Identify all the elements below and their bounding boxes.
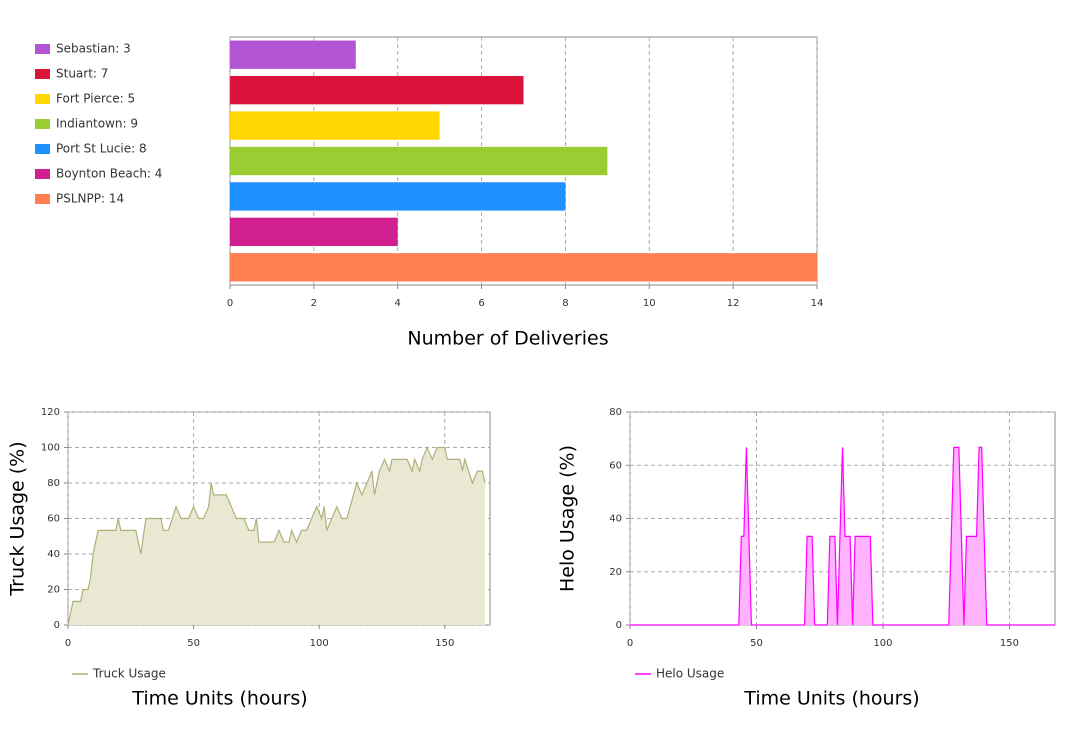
y-tick-label: 60 [47,514,60,525]
y-tick-label: 80 [47,478,60,489]
x-tick-label: 8 [562,298,568,309]
x-tick-label: 0 [227,298,233,309]
legend-label: Indiantown: 9 [56,117,138,131]
legend-swatch [35,69,50,79]
legend-swatch [35,169,50,179]
x-axis-label: Time Units (hours) [743,688,919,710]
legend-swatch [35,119,50,129]
legend-label: Stuart: 7 [56,67,108,81]
x-tick-label: 0 [627,638,633,649]
x-tick-label: 50 [750,638,763,649]
x-tick-label: 2 [311,298,317,309]
bar [230,253,817,282]
x-tick-label: 4 [395,298,401,309]
x-tick-label: 150 [435,638,454,649]
area-fill [630,447,1055,625]
x-tick-label: 6 [478,298,484,309]
x-axis-label: Number of Deliveries [407,328,608,350]
x-tick-label: 12 [727,298,740,309]
area-line [67,445,486,626]
x-tick-label: 150 [1000,638,1019,649]
x-axis-label: Time Units (hours) [131,688,307,710]
y-tick-label: 120 [41,407,60,418]
y-tick-label: 80 [609,407,622,418]
area-line [630,446,1055,626]
bar [230,75,524,105]
bar [230,217,398,247]
legend-label: Boynton Beach: 4 [56,167,162,181]
x-tick-label: 50 [187,638,200,649]
legend-label: Port St Lucie: 8 [56,142,147,156]
y-tick-label: 100 [41,443,60,454]
bar [230,40,356,69]
legend-label: Helo Usage [656,667,724,681]
y-axis-label: Helo Usage (%) [557,445,579,592]
y-axis-label: Truck Usage (%) [7,441,29,596]
y-tick-label: 20 [609,567,622,578]
y-tick-label: 60 [609,460,622,471]
x-tick-label: 100 [873,638,892,649]
legend-label: PSLNPP: 14 [56,192,124,206]
legend-swatch [35,144,50,154]
x-tick-label: 100 [310,638,329,649]
legend-swatch [35,194,50,204]
legend-swatch [35,44,50,54]
x-tick-label: 10 [643,298,656,309]
legend-label: Fort Pierce: 5 [56,92,135,106]
bar [230,146,608,176]
legend-swatch [35,94,50,104]
legend-label: Truck Usage [92,667,166,681]
bar [230,182,566,211]
x-tick-label: 0 [65,638,71,649]
y-tick-label: 0 [616,620,622,631]
x-tick-label: 14 [811,298,824,309]
y-tick-label: 0 [54,620,60,631]
bar [230,111,440,140]
y-tick-label: 20 [47,585,60,596]
y-tick-label: 40 [47,549,60,560]
y-tick-label: 40 [609,514,622,525]
legend-label: Sebastian: 3 [56,42,131,56]
